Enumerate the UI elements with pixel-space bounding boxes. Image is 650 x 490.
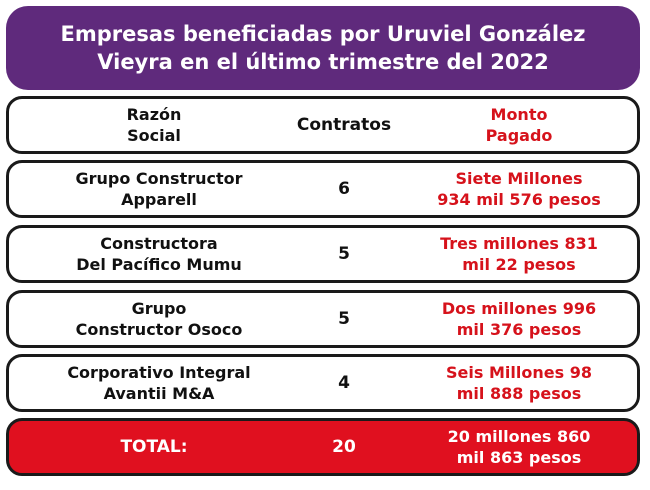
- table-header-row: Razón Social Contratos Monto Pagado: [6, 96, 640, 154]
- total-row: TOTAL: 20 20 millones 860 mil 863 pesos: [6, 418, 640, 476]
- total-amount: 20 millones 860 mil 863 pesos: [414, 421, 624, 473]
- table-row: Corporativo Integral Avantii M&A 4 Seis …: [6, 354, 640, 412]
- total-label: TOTAL:: [120, 436, 188, 457]
- amount-line-1: Siete Millones: [455, 169, 583, 188]
- header-company-line-1: Razón: [126, 105, 182, 124]
- header-contracts: Contratos: [296, 115, 392, 135]
- amount-line-1: Tres millones 831: [440, 234, 598, 253]
- company-name: Grupo Constructor Osoco: [9, 293, 309, 345]
- company-name: Grupo Constructor Apparell: [9, 163, 309, 215]
- amount-paid: Tres millones 831 mil 22 pesos: [414, 228, 624, 280]
- amount-line-2: mil 888 pesos: [456, 384, 582, 403]
- total-amount-line-1: 20 millones 860: [447, 427, 591, 446]
- header-amount-line-2: Pagado: [485, 126, 553, 145]
- company-line-1: Grupo Constructor: [75, 169, 243, 188]
- company-line-2: Constructor Osoco: [75, 320, 243, 339]
- company-line-1: Corporativo Integral: [67, 363, 251, 382]
- contracts-count: 5: [338, 309, 350, 329]
- table-row: Constructora Del Pacífico Mumu 5 Tres mi…: [6, 225, 640, 283]
- amount-line-1: Seis Millones 98: [446, 363, 592, 382]
- title-line-1: Empresas beneficiadas por Uruviel Gonzál…: [60, 22, 586, 46]
- amount-line-2: mil 376 pesos: [456, 320, 582, 339]
- amount-line-2: 934 mil 576 pesos: [437, 190, 601, 209]
- header-amount-line-1: Monto: [490, 105, 548, 124]
- contracts-count: 5: [338, 244, 350, 264]
- title-line-2: Vieyra en el último trimestre del 2022: [97, 50, 549, 74]
- company-line-1: Constructora: [100, 234, 218, 253]
- amount-paid: Dos millones 996 mil 376 pesos: [414, 293, 624, 345]
- header-company: Razón Social: [39, 99, 269, 151]
- company-line-2: Apparell: [121, 190, 197, 209]
- table-row: Grupo Constructor Apparell 6 Siete Millo…: [6, 160, 640, 218]
- total-amount-line-2: mil 863 pesos: [456, 448, 582, 467]
- company-line-2: Del Pacífico Mumu: [76, 255, 242, 274]
- company-line-2: Avantii M&A: [103, 384, 215, 403]
- contracts-count: 6: [338, 179, 350, 199]
- table-row: Grupo Constructor Osoco 5 Dos millones 9…: [6, 290, 640, 348]
- amount-line-2: mil 22 pesos: [462, 255, 576, 274]
- header-company-line-2: Social: [127, 126, 181, 145]
- company-name: Corporativo Integral Avantii M&A: [9, 357, 309, 409]
- contracts-count: 4: [338, 373, 350, 393]
- amount-paid: Seis Millones 98 mil 888 pesos: [414, 357, 624, 409]
- company-line-1: Grupo: [131, 299, 187, 318]
- page-title: Empresas beneficiadas por Uruviel Gonzál…: [6, 6, 640, 90]
- header-amount: Monto Pagado: [414, 99, 624, 151]
- company-name: Constructora Del Pacífico Mumu: [9, 228, 309, 280]
- total-contracts: 20: [332, 437, 356, 457]
- amount-paid: Siete Millones 934 mil 576 pesos: [414, 163, 624, 215]
- amount-line-1: Dos millones 996: [441, 299, 597, 318]
